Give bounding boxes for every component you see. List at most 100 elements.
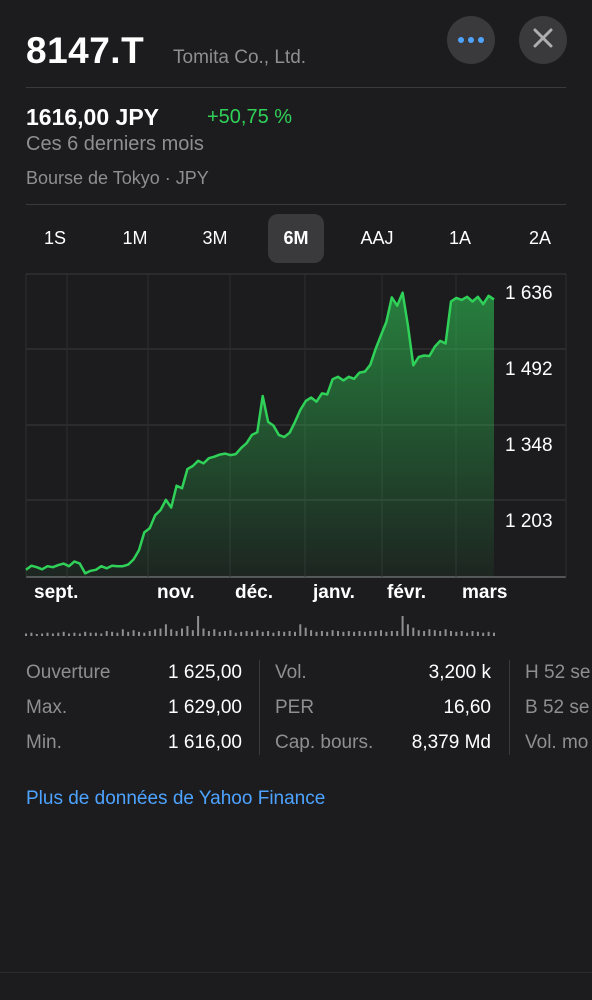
volume-bar <box>374 631 377 636</box>
volume-bar <box>89 632 92 636</box>
volume-bar <box>466 632 469 636</box>
stat-high-value: 1 629,00 <box>168 697 242 718</box>
volume-bar <box>277 631 280 636</box>
volume-bar <box>175 631 178 636</box>
volume-bar <box>154 629 157 636</box>
volume-bar <box>326 631 329 636</box>
volume-bar <box>428 629 431 636</box>
volume-bar <box>444 629 447 636</box>
volume-bar <box>450 631 452 636</box>
volume-bar <box>320 631 323 636</box>
volume-bar <box>417 630 420 636</box>
volume-bar <box>73 632 76 636</box>
volume-bar <box>57 632 60 636</box>
volume-bar <box>455 631 458 636</box>
volume-bar <box>315 631 318 636</box>
y-tick-label: 1 203 <box>505 511 553 532</box>
x-tick-label: janv. <box>313 582 355 603</box>
stat-per-label: PER <box>275 697 315 718</box>
volume-bar <box>197 616 200 636</box>
range-tab-aaj[interactable]: AAJ <box>360 228 394 248</box>
more-button[interactable] <box>447 16 495 64</box>
volume-bar <box>25 633 27 636</box>
volume-bar <box>30 632 33 636</box>
volume-bar <box>433 630 436 636</box>
volume-bar <box>385 631 388 636</box>
volume-bar <box>35 634 38 636</box>
stat-volume-label: Vol. <box>275 662 307 683</box>
stat-open-label: Ouverture <box>26 662 111 683</box>
company-name: Tomita Co., Ltd. <box>173 47 307 68</box>
stats-separator <box>259 660 260 755</box>
range-tab-1a[interactable]: 1A <box>448 228 472 248</box>
volume-bar <box>94 632 97 636</box>
range-tab-1m[interactable]: 1M <box>122 228 148 248</box>
quote-divider <box>26 204 566 205</box>
range-tab-2a[interactable]: 2A <box>528 228 552 248</box>
current-price: 1616,00 JPY <box>26 104 160 130</box>
volume-bar <box>51 633 54 636</box>
volume-bar <box>159 628 162 636</box>
price-chart[interactable] <box>0 270 592 582</box>
volume-bar <box>164 624 167 636</box>
volume-bar <box>245 631 248 636</box>
exchange-label: Bourse de Tokyo · JPY <box>26 168 209 188</box>
stats-separator <box>509 660 510 755</box>
volume-bar <box>181 628 183 636</box>
volume-bar <box>186 626 189 636</box>
y-tick-label: 1 348 <box>505 435 553 456</box>
volume-bar <box>78 633 81 636</box>
range-tab-3m[interactable]: 3M <box>202 228 228 248</box>
volume-bar <box>471 631 474 636</box>
volume-bar <box>439 631 442 636</box>
stat-52w-high-label: H 52 se <box>525 662 591 683</box>
range-tab-1s[interactable]: 1S <box>43 228 67 248</box>
x-tick-label: mars <box>462 582 508 603</box>
volume-bar <box>283 631 286 636</box>
volume-bar <box>294 631 296 636</box>
volume-bar <box>288 631 291 636</box>
volume-bar <box>121 629 124 636</box>
volume-bar <box>191 630 194 636</box>
ellipsis-icon <box>457 31 485 49</box>
volume-bar <box>347 631 350 636</box>
volume-chart <box>25 616 495 636</box>
volume-bar <box>148 631 151 636</box>
stat-avg-volume-label: Vol. mo <box>525 732 589 753</box>
volume-bar <box>170 629 173 636</box>
volume-bar <box>224 631 226 636</box>
close-button[interactable] <box>519 16 567 64</box>
volume-bar <box>240 631 243 636</box>
stat-marketcap-label: Cap. bours. <box>275 732 374 753</box>
price-area <box>26 292 494 577</box>
stat-per-value: 16,60 <box>443 697 491 718</box>
volume-bar <box>250 631 253 636</box>
volume-bar <box>261 631 264 636</box>
stat-marketcap-value: 8,379 Md <box>411 732 491 753</box>
volume-bar <box>105 631 108 636</box>
volume-bar <box>138 631 140 636</box>
volume-bar <box>213 629 216 636</box>
volume-bar <box>423 631 426 636</box>
volume-bar <box>482 632 485 636</box>
x-tick-label: déc. <box>235 582 274 603</box>
range-tab-6m[interactable]: 6M <box>268 214 324 263</box>
x-tick-label: nov. <box>157 582 195 603</box>
volume-bar <box>234 632 237 636</box>
stat-volume-value: 3,200 k <box>428 662 491 683</box>
volume-bar <box>218 631 221 636</box>
volume-bar <box>256 630 259 636</box>
volume-bar <box>358 631 361 636</box>
volume-bar <box>337 631 339 636</box>
volume-bar <box>487 631 490 636</box>
price-line <box>25 291 495 575</box>
yahoo-finance-link[interactable]: Plus de données de Yahoo Finance <box>26 788 326 809</box>
volume-bar <box>207 631 210 636</box>
header-divider <box>26 87 566 88</box>
x-tick-label: sept. <box>34 582 79 603</box>
volume-bar <box>363 631 366 636</box>
ticker-symbol: 8147.T <box>26 30 145 71</box>
stat-low-value: 1 616,00 <box>168 732 242 753</box>
y-tick-label: 1 492 <box>505 359 553 380</box>
x-tick-label: févr. <box>387 582 427 603</box>
